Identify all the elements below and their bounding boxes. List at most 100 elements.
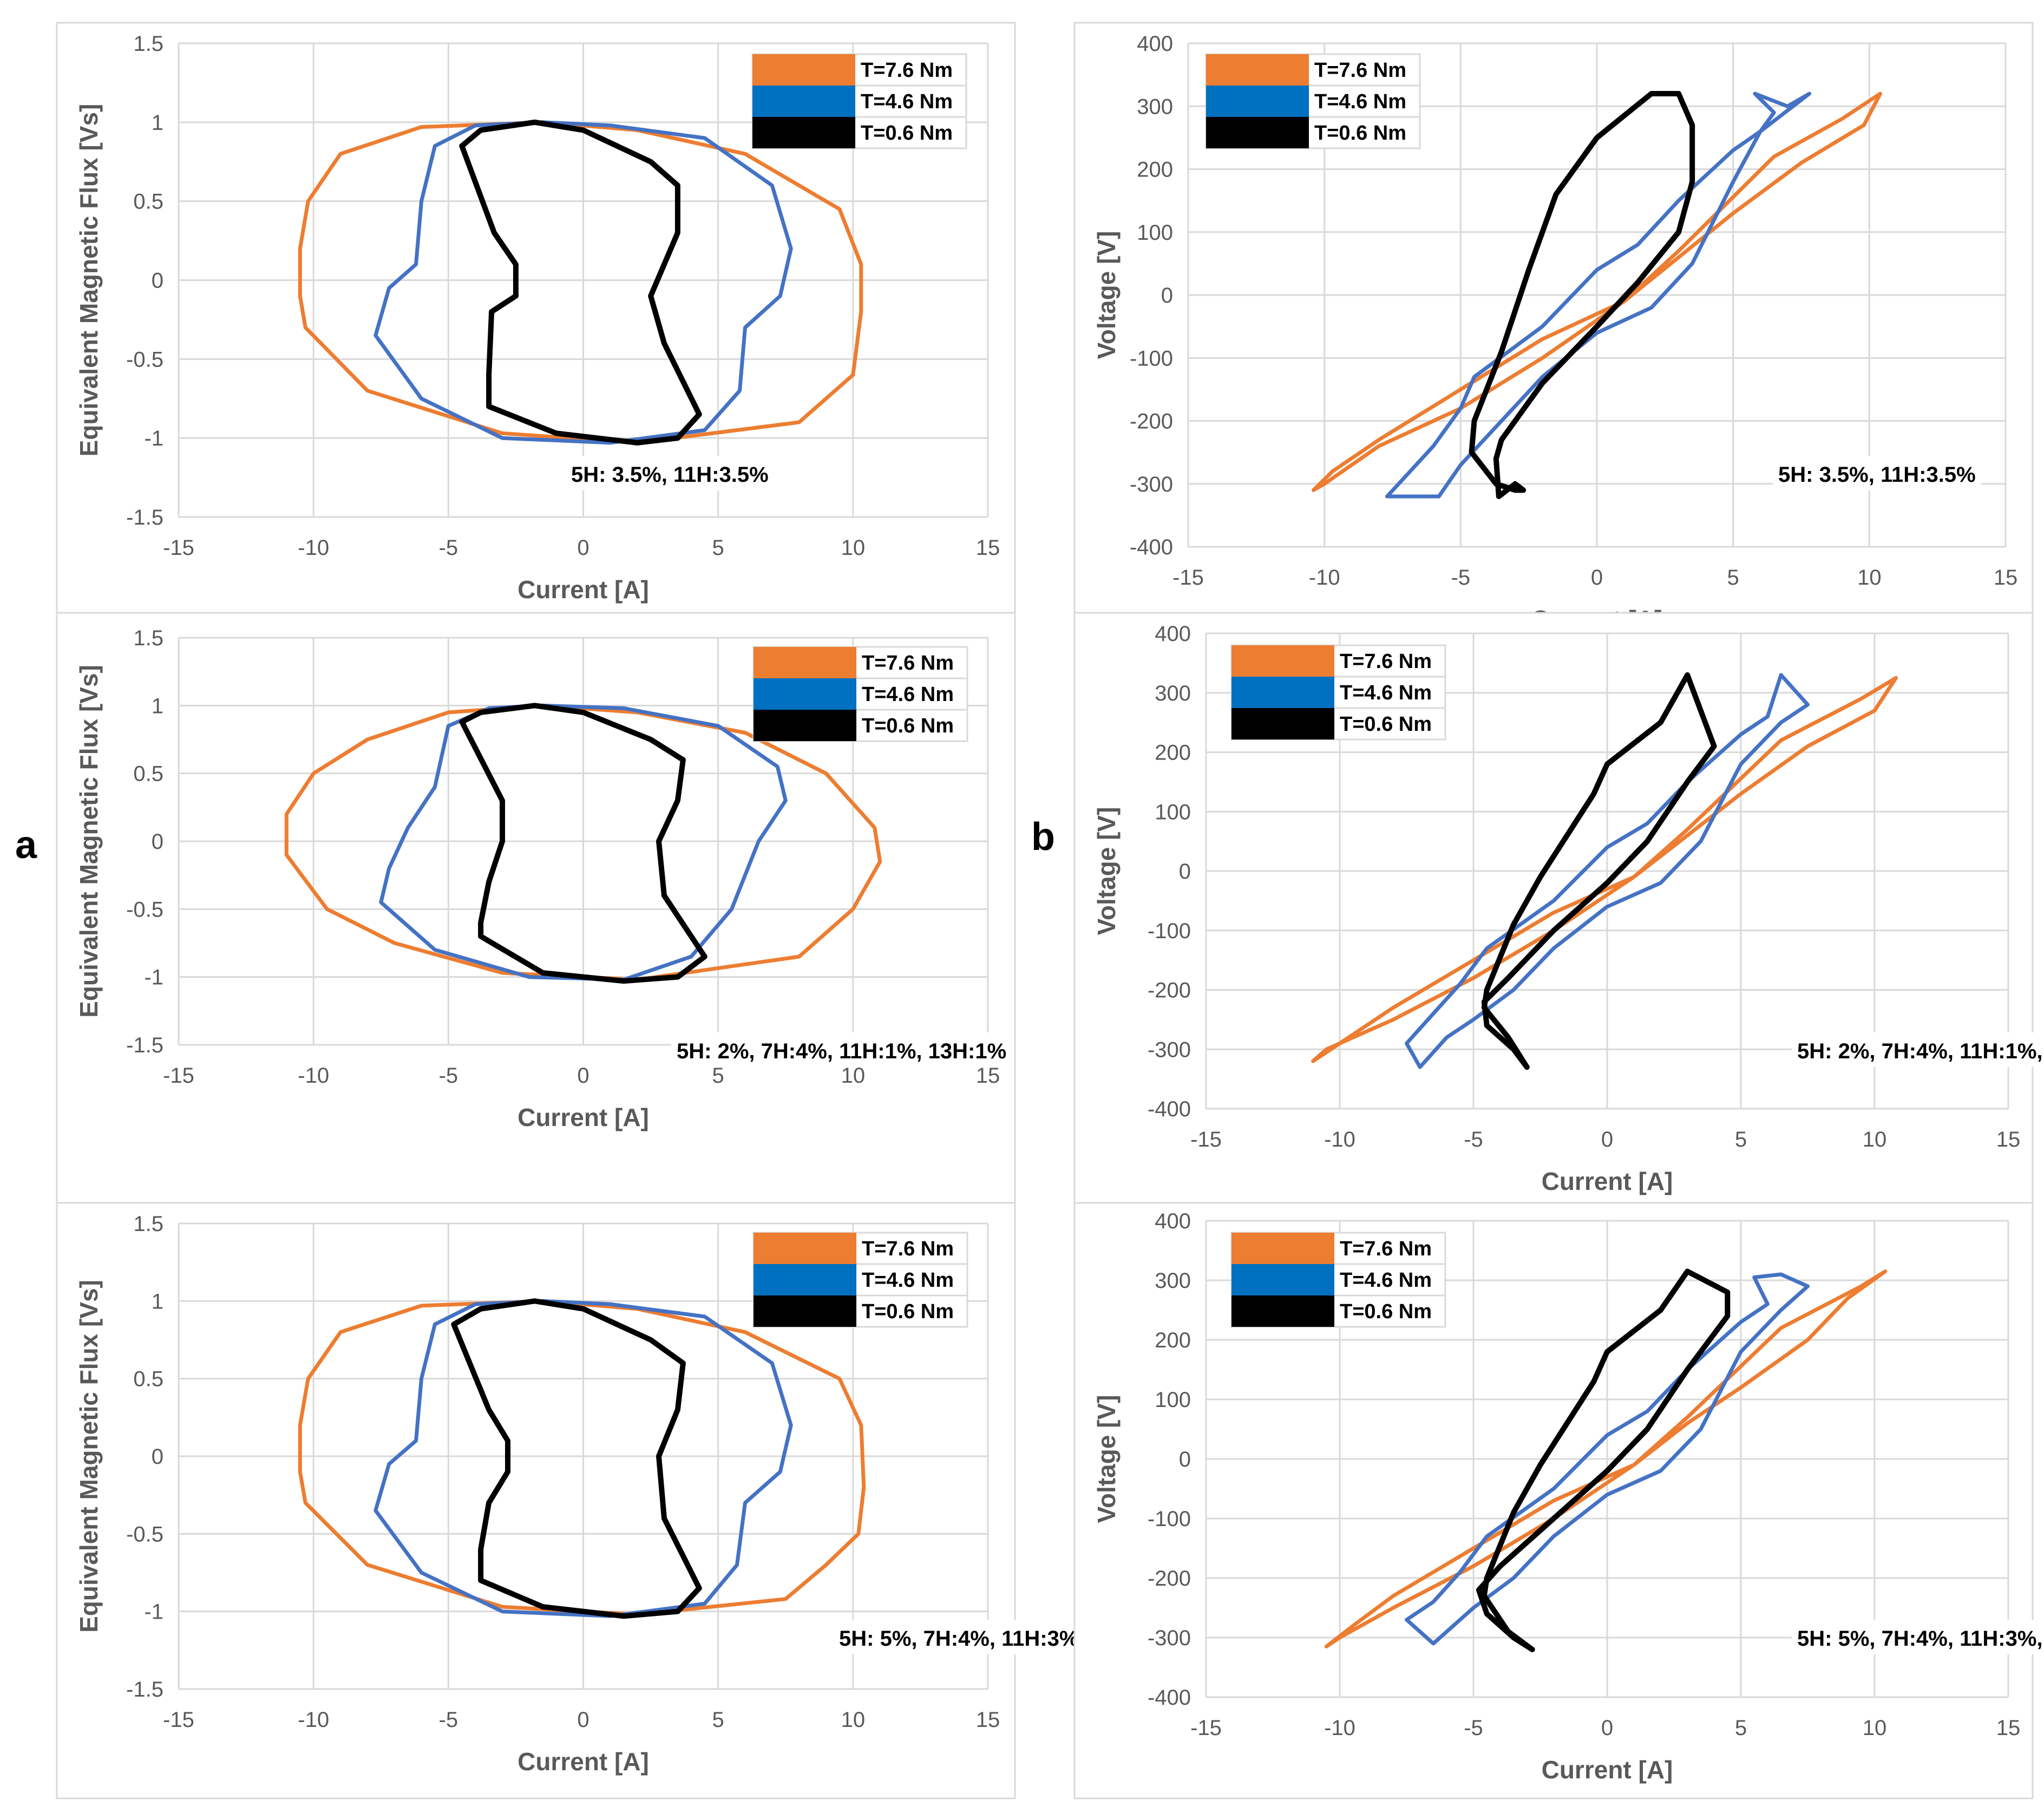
legend-label: T=7.6 Nm [1340, 1238, 1432, 1260]
legend-swatch [754, 1295, 856, 1327]
legend-swatch [754, 1264, 856, 1295]
legend-label: T=0.6 Nm [862, 715, 954, 737]
x-tick-label: -10 [1309, 566, 1340, 590]
y-tick-label: 0 [1179, 1448, 1191, 1471]
panel-label-b: b [1031, 815, 1055, 859]
y-tick-label: -1.5 [126, 1678, 163, 1701]
y-tick-label: -400 [1148, 1686, 1191, 1710]
chart-a1: -15 -10 -5 0 5 10 15 1.5 1 0.5 0 -0.5 -1 -1.5 Current … [56, 22, 1016, 614]
x-tick-label: 10 [841, 536, 866, 560]
harmonics-label-bg [1773, 456, 1981, 490]
y-tick-label: 400 [1155, 622, 1191, 646]
y-tick-label: -1 [144, 966, 163, 990]
y-tick-label: -1 [144, 1600, 163, 1624]
series-line-t-4-6-nm [1405, 1272, 1810, 1646]
series-line-t-7-6-nm [1312, 91, 1882, 492]
y-tick-label: -0.5 [126, 898, 163, 921]
series-line-t-7-6-nm [298, 120, 863, 445]
y-tick-label: -200 [1130, 410, 1173, 434]
x-tick-label: -5 [1451, 566, 1471, 590]
panel-label-a: a [15, 823, 37, 867]
y-tick-label: 0 [1179, 860, 1191, 883]
y-axis-title: Voltage [V] [1092, 807, 1121, 935]
harmonics-label: 5H: 5%, 7H:4%, 11H:3%, 13H:2% [1797, 1627, 2044, 1651]
harmonics-label: 5H: 3.5%, 11H:3.5% [1778, 463, 1976, 487]
x-tick-label: -5 [1464, 1128, 1483, 1151]
x-tick-label: -5 [439, 1064, 458, 1088]
harmonics-label: 5H: 2%, 7H:4%, 11H:1%, 13H:1% [1797, 1039, 2044, 1063]
legend-swatch [1231, 1264, 1334, 1295]
x-tick-label: -10 [298, 1064, 329, 1088]
x-tick-label: 5 [712, 1708, 724, 1732]
y-tick-label: 100 [1155, 1388, 1191, 1412]
chart-a3: -15 -10 -5 0 5 10 15 1.5 1 0.5 0 -0.5 -1 -1.5 Current … [56, 1202, 1175, 1799]
chart-b1: -15 -10 -5 0 5 10 15 400 300 200 100 0 -100 -200 -300 -… [1073, 22, 2034, 633]
y-tick-label: -1.5 [126, 506, 163, 529]
x-tick-label: -15 [163, 536, 194, 560]
series-line-t-7-6-nm [1311, 676, 1898, 1063]
y-tick-label: 1.5 [133, 626, 163, 650]
series-line-t-7-6-nm [1324, 1269, 1888, 1648]
legend-swatch [1231, 677, 1334, 708]
y-tick-label: 200 [1137, 158, 1173, 182]
y-tick-label: 0 [152, 1445, 163, 1469]
legend-label: T=0.6 Nm [1314, 122, 1406, 145]
legend-swatch [752, 117, 855, 148]
x-tick-label: 15 [1996, 1716, 2021, 1740]
x-tick-label: 15 [976, 1708, 1000, 1732]
y-axis-title: Equivalent Magnetic Flux [Vs] [75, 104, 103, 457]
legend-label: T=0.6 Nm [862, 1300, 954, 1323]
legend-swatch [752, 86, 855, 117]
legend-label: T=4.6 Nm [862, 683, 954, 706]
y-tick-label: 1.5 [133, 32, 163, 56]
y-tick-label: -200 [1148, 979, 1191, 1003]
harmonics-label-bg [671, 1032, 1012, 1067]
legend-label: T=4.6 Nm [862, 1269, 954, 1292]
series-line-t-0-6-nm [1476, 1268, 1731, 1652]
x-tick-label: 10 [1863, 1128, 1887, 1151]
x-tick-label: -5 [1464, 1716, 1483, 1740]
x-axis-title: Current [A] [1542, 1167, 1673, 1195]
x-tick-label: 0 [1591, 566, 1603, 590]
series-line-t-0-6-nm [451, 1298, 702, 1619]
y-tick-label: 1 [152, 1290, 163, 1313]
legend-swatch [1206, 117, 1309, 148]
x-axis-title: Current [A] [517, 575, 649, 604]
x-tick-label: -10 [298, 536, 329, 560]
series-line-t-4-6-nm [374, 120, 793, 445]
x-tick-label: 0 [1601, 1128, 1613, 1151]
legend-swatch [1206, 54, 1309, 86]
legend-swatch [754, 710, 856, 741]
legend-label: T=7.6 Nm [862, 652, 954, 675]
harmonics-label: 5H: 3.5%, 11H:3.5% [571, 463, 769, 487]
y-axis-title: Voltage [V] [1092, 231, 1121, 359]
x-tick-label: 5 [1735, 1128, 1747, 1151]
y-tick-label: -200 [1148, 1567, 1191, 1591]
y-axis-title: Equivalent Magnetic Flux [Vs] [75, 1280, 103, 1633]
legend-swatch [1231, 645, 1334, 677]
y-tick-label: -100 [1130, 346, 1173, 370]
x-tick-label: 10 [1863, 1716, 1887, 1740]
x-tick-label: 10 [841, 1708, 866, 1732]
legend-label: T=4.6 Nm [1340, 1269, 1432, 1292]
x-tick-label: -10 [1324, 1716, 1355, 1740]
legend-label: T=7.6 Nm [862, 1238, 954, 1260]
y-tick-label: 1 [152, 111, 163, 135]
x-tick-label: 10 [841, 1064, 866, 1088]
x-tick-label: -10 [298, 1708, 329, 1732]
y-tick-label: 300 [1155, 682, 1191, 705]
x-tick-label: 5 [1735, 1716, 1747, 1740]
x-tick-label: 0 [1601, 1716, 1613, 1740]
harmonics-label-bg [1792, 1620, 2044, 1654]
x-axis-title: Current [A] [1542, 1756, 1673, 1784]
x-tick-label: 0 [577, 536, 589, 560]
y-tick-label: 0 [1161, 284, 1173, 307]
chart-frame [1073, 612, 2034, 1204]
x-tick-label: -15 [163, 1064, 194, 1088]
legend-swatch [1231, 1295, 1334, 1327]
chart-b2: -15 -10 -5 0 5 10 15 400 300 200 100 0 -100 -200 -300 -… [1073, 612, 2044, 1204]
harmonics-label-bg [566, 456, 774, 490]
legend-swatch [754, 1233, 856, 1264]
y-tick-label: 0.5 [133, 190, 163, 214]
y-tick-label: 300 [1137, 95, 1173, 119]
